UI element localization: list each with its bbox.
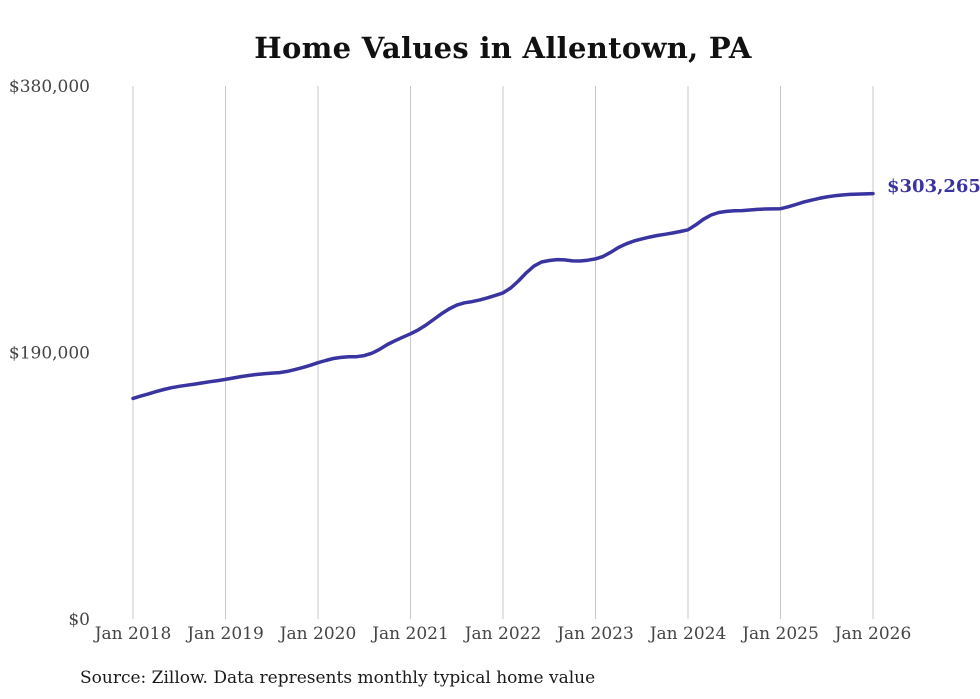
x-tick-label: Jan 2023 — [555, 624, 634, 644]
x-tick-label: Jan 2021 — [370, 624, 449, 644]
home-value-line — [131, 191, 875, 401]
y-tick-label: $380,000 — [9, 77, 90, 97]
x-tick-label: Jan 2025 — [740, 624, 819, 644]
x-tick-label: Jan 2024 — [648, 624, 727, 644]
chart-title: Home Values in Allentown, PA — [254, 31, 752, 65]
end-value-label: $303,265 — [887, 176, 980, 197]
x-tick-label: Jan 2019 — [185, 624, 264, 644]
y-tick-label: $190,000 — [9, 344, 90, 364]
x-tick-label: Jan 2018 — [93, 624, 172, 644]
x-tick-label: Jan 2022 — [463, 624, 542, 644]
x-tick-label: Jan 2020 — [278, 624, 357, 644]
x-tick-label: Jan 2026 — [833, 624, 912, 644]
y-tick-label: $0 — [68, 610, 90, 630]
source-note: Source: Zillow. Data represents monthly … — [80, 668, 596, 688]
